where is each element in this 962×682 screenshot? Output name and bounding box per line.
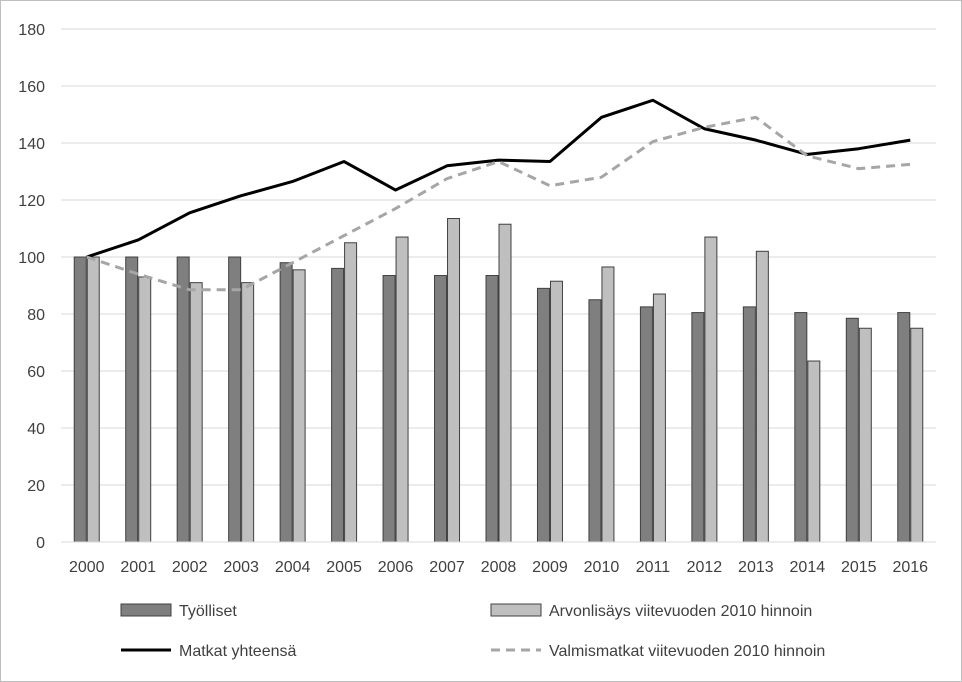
- x-tick-label-2012: 2012: [687, 559, 723, 576]
- legend-arvonlisays-label: Arvonlisäys viitevuoden 2010 hinnoin: [549, 603, 812, 620]
- axes: 0 20 40 60 80 100 120 140 160 180 2000 2001 2002 2003…: [18, 22, 936, 576]
- y-tick-label-20: 20: [27, 478, 45, 495]
- bar-tyolliset-2004: [279, 262, 293, 543]
- x-tick-label-2005: 2005: [326, 559, 362, 576]
- x-tick-label-2008: 2008: [481, 559, 517, 576]
- bar-arvonlisays-2005: [344, 242, 358, 543]
- y-tick-label-100: 100: [18, 250, 45, 267]
- bar-tyolliset-2002: [176, 256, 190, 543]
- bar-arvonlisays-2009: [549, 280, 563, 543]
- bar-tyolliset-2015: [845, 317, 859, 543]
- legend-tyolliset-swatch: [120, 603, 172, 617]
- x-tick-label-2006: 2006: [378, 559, 414, 576]
- y-tick-label-60: 60: [27, 364, 45, 381]
- bar-arvonlisays-2002: [189, 282, 203, 543]
- bar-arvonlisays-2015: [858, 327, 872, 543]
- line-matkat-yhteensa: [86, 98, 911, 259]
- bar-tyolliset-2008: [485, 275, 499, 543]
- x-tick-label-2016: 2016: [892, 559, 928, 576]
- bar-tyolliset-2009: [536, 287, 550, 543]
- line-valmismatkat: [86, 115, 911, 292]
- x-tick-label-2001: 2001: [120, 559, 156, 576]
- y-tick-label-80: 80: [27, 307, 45, 324]
- x-tick-label-2002: 2002: [172, 559, 208, 576]
- bar-arvonlisays-2013: [755, 250, 769, 543]
- x-tick-label-2014: 2014: [790, 559, 826, 576]
- bar-arvonlisays-2011: [652, 293, 666, 543]
- bar-arvonlisays-2000: [86, 256, 100, 543]
- legend-valmismatkat-label: Valmismatkat viitevuoden 2010 hinnoin: [549, 643, 825, 660]
- y-tick-label-160: 160: [18, 79, 45, 96]
- series-lines: [86, 98, 911, 292]
- legend: Työlliset Arvonlisäys viitevuoden 2010 hi…: [120, 603, 825, 660]
- y-tick-label-40: 40: [27, 421, 45, 438]
- bar-arvonlisays-2006: [395, 236, 409, 543]
- x-tick-label-2007: 2007: [429, 559, 465, 576]
- bar-tyolliset-2003: [228, 256, 242, 543]
- bar-arvonlisays-2004: [292, 269, 306, 543]
- bar-tyolliset-2014: [794, 312, 808, 543]
- bar-tyolliset-2000: [73, 256, 87, 543]
- legend-matkat-label: Matkat yhteensä: [179, 643, 297, 660]
- bar-arvonlisays-2014: [807, 360, 821, 543]
- bar-arvonlisays-2008: [498, 223, 512, 543]
- bar-arvonlisays-2012: [704, 236, 718, 543]
- bar-tyolliset-2005: [331, 267, 345, 543]
- x-tick-label-2013: 2013: [738, 559, 774, 576]
- y-tick-label-0: 0: [36, 535, 45, 552]
- bars: [73, 218, 924, 543]
- x-tick-label-2000: 2000: [69, 559, 105, 576]
- x-tick-label-2009: 2009: [532, 559, 568, 576]
- bar-arvonlisays-2001: [138, 276, 152, 543]
- bar-tyolliset-2006: [382, 275, 396, 543]
- x-tick-label-2010: 2010: [584, 559, 620, 576]
- bar-arvonlisays-2003: [241, 282, 255, 543]
- bar-tyolliset-2016: [897, 312, 911, 543]
- bar-tyolliset-2011: [639, 306, 653, 543]
- y-tick-label-120: 120: [18, 193, 45, 210]
- x-tick-label-2011: 2011: [636, 559, 671, 576]
- bar-arvonlisays-2010: [601, 266, 615, 543]
- bar-tyolliset-2010: [588, 299, 602, 543]
- legend-tyolliset-label: Työlliset: [179, 603, 237, 620]
- bar-arvonlisays-2016: [910, 327, 924, 543]
- x-tick-label-2004: 2004: [275, 559, 311, 576]
- bar-tyolliset-2007: [434, 275, 448, 543]
- bar-arvonlisays-2007: [447, 218, 461, 543]
- bar-tyolliset-2012: [691, 312, 705, 543]
- legend-arvonlisays-swatch: [490, 603, 542, 617]
- x-tick-label-2003: 2003: [223, 559, 259, 576]
- y-tick-label-140: 140: [18, 136, 45, 153]
- x-tick-label-2015: 2015: [841, 559, 877, 576]
- bar-tyolliset-2001: [125, 256, 139, 543]
- y-tick-label-180: 180: [18, 22, 45, 39]
- bar-tyolliset-2013: [742, 306, 756, 543]
